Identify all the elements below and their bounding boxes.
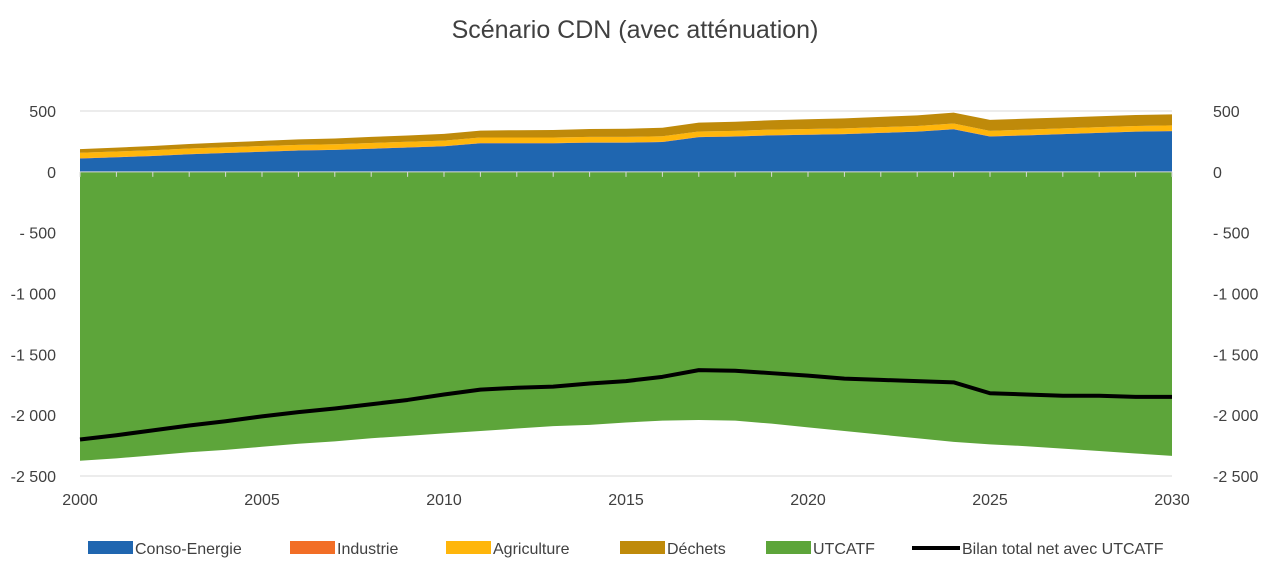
legend-item: Déchets: [620, 541, 726, 558]
y-tick-label-left: 500: [29, 104, 56, 121]
legend-label: UTCATF: [813, 541, 875, 558]
y-tick-label-left: 0: [47, 165, 56, 182]
legend-swatch: [88, 541, 133, 554]
x-tick-label: 2015: [608, 492, 644, 509]
x-tick-label: 2030: [1154, 492, 1190, 509]
legend-item: Agriculture: [446, 541, 570, 558]
area-conso-energie: [80, 129, 1172, 172]
legend-label: Conso-Energie: [135, 541, 242, 558]
y-tick-label-right: - 500: [1213, 226, 1250, 243]
y-tick-label-right: -1 500: [1213, 347, 1258, 364]
legend-item: UTCATF: [766, 541, 875, 558]
y-tick-label-right: -2 000: [1213, 408, 1258, 425]
area-agriculture: [80, 123, 1172, 159]
line-bilan-total-net: [79, 368, 1172, 442]
legend: Conso-Energie Industrie Agriculture Déchets…: [88, 541, 1164, 558]
y-tick-label-right: 500: [1213, 104, 1240, 121]
y-tick-label-left: -1 500: [11, 347, 56, 364]
legend-label: Bilan total net avec UTCATF: [962, 541, 1164, 558]
legend-item: Conso-Energie: [88, 541, 242, 558]
x-tick-label: 2005: [244, 492, 280, 509]
legend-item: Industrie: [290, 541, 398, 558]
legend-swatch: [446, 541, 491, 554]
y-tick-label-left: -1 000: [11, 287, 56, 304]
legend-label: Agriculture: [493, 541, 570, 558]
x-tick-label: 2000: [62, 492, 98, 509]
x-tick-label: 2020: [790, 492, 826, 509]
axes: 500 500 0 0 - 500 - 500 -1 000 -1 000 -1 500 -1 5…: [11, 104, 1259, 509]
legend-swatch: [766, 541, 811, 554]
legend-swatch: [290, 541, 335, 554]
legend-swatch: [620, 541, 665, 554]
y-tick-label-right: -2 500: [1213, 469, 1258, 486]
legend-item: Bilan total net avec UTCATF: [912, 541, 1164, 558]
area-d-chets: [80, 112, 1172, 153]
legend-label: Déchets: [667, 541, 726, 558]
y-tick-label-right: -1 000: [1213, 287, 1258, 304]
y-tick-label-left: - 500: [20, 226, 57, 243]
legend-label: Industrie: [337, 541, 398, 558]
area-utcatf: [80, 171, 1172, 461]
chart-title: Scénario CDN (avec atténuation): [452, 16, 819, 44]
x-tick-label: 2010: [426, 492, 462, 509]
x-tick-label: 2025: [972, 492, 1008, 509]
plot-lines: [79, 368, 1172, 442]
y-tick-label-right: 0: [1213, 165, 1222, 182]
y-tick-label-left: -2 500: [11, 469, 56, 486]
plot-areas: [80, 112, 1172, 461]
y-tick-label-left: -2 000: [11, 408, 56, 425]
